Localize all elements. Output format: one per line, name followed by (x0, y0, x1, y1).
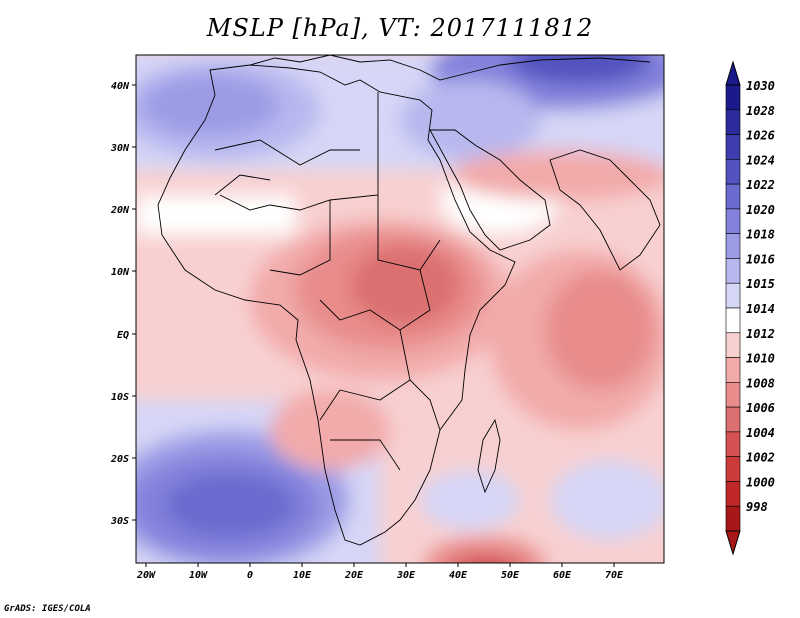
colorbar-label: 1002 (746, 451, 775, 465)
colorbar-box (725, 332, 741, 358)
colorbar-label: 1015 (746, 277, 775, 291)
colorbar-label: 1026 (746, 129, 775, 143)
colorbar-box (725, 505, 741, 532)
x-tick-label: 30E (396, 570, 416, 581)
colorbar-box (725, 258, 741, 284)
colorbar-box (725, 208, 741, 234)
y-tick-label: 20S (110, 454, 129, 465)
colorbar-box (725, 456, 741, 482)
colorbar-box (725, 159, 741, 185)
colorbar-box (725, 233, 741, 259)
colorbar-label: 1008 (746, 376, 775, 390)
y-tick-label: 10S (111, 392, 129, 403)
colorbar-label: 1006 (746, 401, 775, 415)
x-tick-label: 10E (293, 570, 312, 581)
y-tick-label: 40N (111, 81, 130, 92)
y-tick-label: 10N (111, 267, 130, 278)
chart-title: MSLP [hPa], VT: 2017111812 (206, 14, 594, 42)
x-tick-label: 60E (553, 570, 572, 581)
colorbar-label: 1020 (746, 203, 775, 217)
colorbar-labels: 1030 1028 1026 1024 1022 1020 1018 1016 1015 1014… (746, 79, 775, 514)
plot-frame (135, 54, 665, 564)
colorbar-label: 1016 (746, 252, 775, 266)
pressure-field (136, 55, 664, 563)
colorbar-box (725, 307, 741, 334)
y-tick-label: 30N (110, 143, 130, 154)
colorbar-bottom-arrow (725, 530, 741, 556)
colorbar-label: 1024 (746, 153, 775, 167)
colorbar-box (725, 282, 741, 309)
colorbar-label: 1022 (746, 178, 775, 192)
y-tick-label: 30S (110, 516, 129, 527)
colorbar-label: 1004 (746, 426, 775, 440)
colorbar-box (725, 357, 741, 383)
colorbar-label: 998 (746, 500, 768, 514)
colorbar-top-arrow (725, 60, 741, 86)
x-tick-label: 0 (247, 570, 253, 581)
colorbar-label: 1000 (746, 475, 775, 489)
x-tick-label: 20W (136, 570, 156, 581)
colorbar-box (725, 431, 741, 457)
colorbar-box (725, 406, 741, 433)
x-tick-label: 20E (344, 570, 364, 581)
colorbar-box (725, 481, 741, 507)
y-tick-label: EQ (117, 330, 129, 341)
colorbar-label: 1012 (746, 327, 775, 341)
y-tick-label: 20N (110, 205, 130, 216)
colorbar-label: 1030 (746, 79, 775, 93)
x-axis: 20W 10W 0 10E 20E 30E 40E 50E 60E 70E (136, 563, 624, 581)
colorbar-boxes (725, 84, 741, 532)
x-tick-label: 10W (189, 570, 208, 581)
coastlines (157, 55, 661, 546)
colorbar-box (725, 84, 741, 111)
credit-text: GrADS: IGES/COLA (4, 604, 91, 614)
x-tick-label: 50E (501, 570, 520, 581)
x-tick-label: 40E (449, 570, 468, 581)
colorbar-label: 1018 (746, 228, 775, 242)
colorbar-label: 1014 (746, 302, 775, 316)
colorbar-label: 1028 (746, 104, 775, 118)
colorbar-box (725, 109, 741, 135)
colorbar-box (725, 183, 741, 210)
y-axis: 40N 30N 20N 10N EQ 10S 20S 30S (110, 81, 136, 527)
colorbar-box (725, 134, 741, 160)
colorbar-box (725, 382, 741, 408)
colorbar-label: 1010 (746, 352, 775, 366)
x-tick-label: 70E (605, 570, 624, 581)
